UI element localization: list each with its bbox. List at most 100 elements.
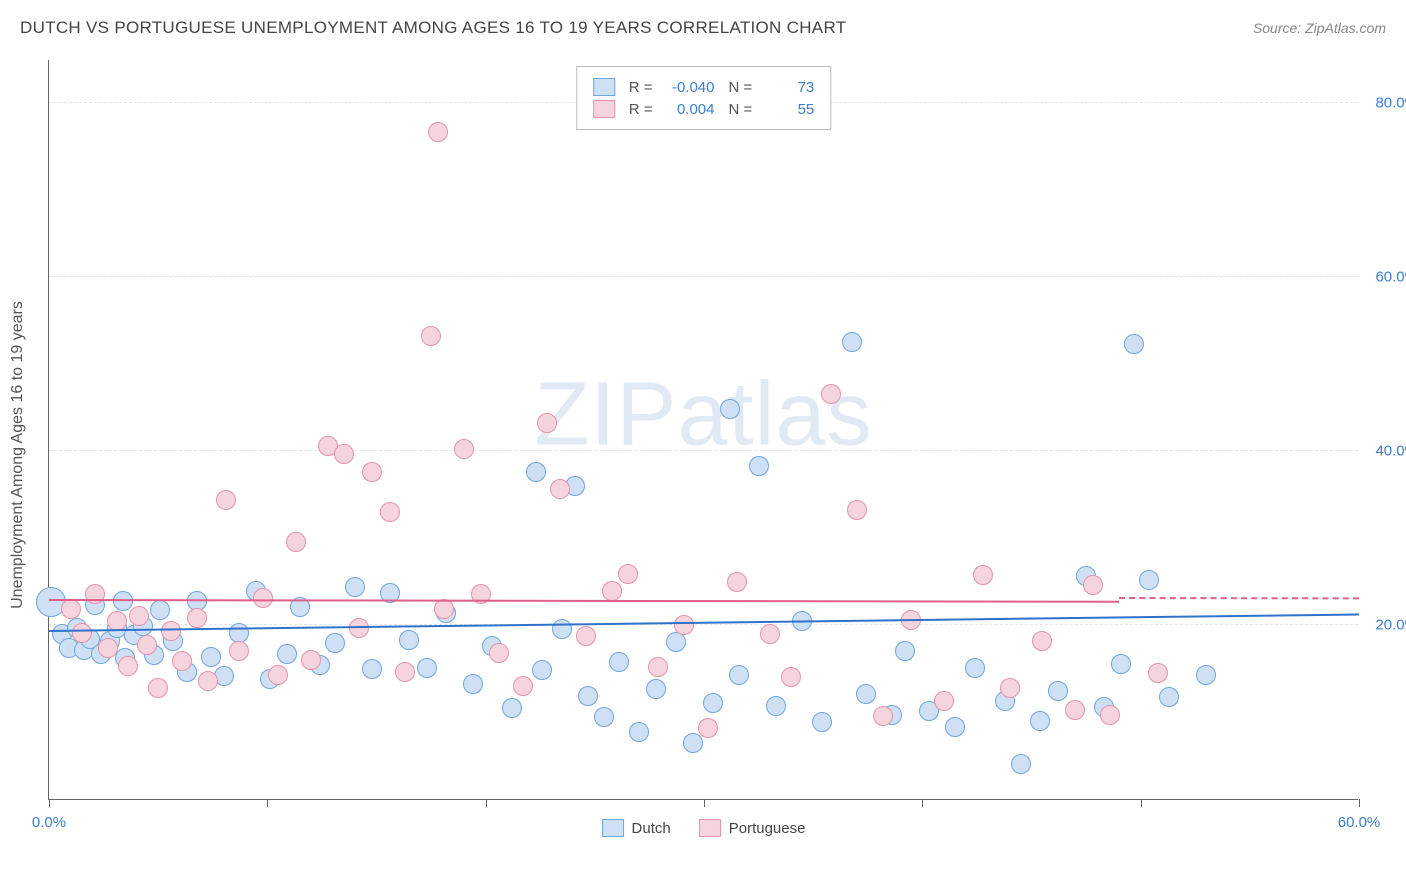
data-point-portuguese bbox=[334, 444, 354, 464]
data-point-portuguese bbox=[187, 608, 207, 628]
swatch-dutch bbox=[593, 78, 615, 96]
data-point-dutch bbox=[729, 665, 749, 685]
x-tick bbox=[486, 799, 487, 807]
data-point-portuguese bbox=[301, 650, 321, 670]
data-point-dutch bbox=[150, 600, 170, 620]
data-point-dutch bbox=[720, 399, 740, 419]
legend-label-dutch: Dutch bbox=[632, 820, 671, 837]
data-point-portuguese bbox=[349, 618, 369, 638]
data-point-dutch bbox=[609, 652, 629, 672]
data-point-portuguese bbox=[72, 623, 92, 643]
data-point-portuguese bbox=[253, 588, 273, 608]
data-point-dutch bbox=[229, 623, 249, 643]
correlation-legend: R = -0.040 N = 73 R = 0.004 N = 55 bbox=[576, 66, 832, 130]
trend-line bbox=[1119, 597, 1359, 599]
data-point-dutch bbox=[526, 462, 546, 482]
data-point-portuguese bbox=[118, 656, 138, 676]
data-point-dutch bbox=[1139, 570, 1159, 590]
data-point-dutch bbox=[578, 686, 598, 706]
data-point-portuguese bbox=[198, 671, 218, 691]
data-point-portuguese bbox=[576, 626, 596, 646]
data-point-portuguese bbox=[172, 651, 192, 671]
x-tick bbox=[49, 799, 50, 807]
legend-label-portuguese: Portuguese bbox=[729, 820, 806, 837]
x-tick-label: 60.0% bbox=[1338, 814, 1381, 831]
data-point-portuguese bbox=[1083, 575, 1103, 595]
data-point-portuguese bbox=[362, 462, 382, 482]
r-label: R = bbox=[629, 79, 653, 96]
data-point-portuguese bbox=[550, 479, 570, 499]
data-point-dutch bbox=[325, 633, 345, 653]
data-point-portuguese bbox=[161, 621, 181, 641]
data-point-dutch bbox=[417, 658, 437, 678]
y-tick-label: 40.0% bbox=[1375, 442, 1406, 459]
source-attribution: Source: ZipAtlas.com bbox=[1253, 20, 1386, 36]
data-point-dutch bbox=[945, 717, 965, 737]
trend-line bbox=[49, 599, 1119, 603]
data-point-dutch bbox=[749, 456, 769, 476]
plot-region: ZIPatlas R = -0.040 N = 73 R = 0.004 N =… bbox=[48, 60, 1358, 800]
data-point-dutch bbox=[812, 712, 832, 732]
data-point-dutch bbox=[856, 684, 876, 704]
data-point-dutch bbox=[895, 641, 915, 661]
x-tick bbox=[922, 799, 923, 807]
data-point-dutch bbox=[1030, 711, 1050, 731]
data-point-portuguese bbox=[674, 615, 694, 635]
data-point-dutch bbox=[1124, 334, 1144, 354]
data-point-portuguese bbox=[760, 624, 780, 644]
data-point-dutch bbox=[666, 632, 686, 652]
data-point-portuguese bbox=[380, 502, 400, 522]
title-bar: DUTCH VS PORTUGUESE UNEMPLOYMENT AMONG A… bbox=[0, 0, 1406, 46]
data-point-dutch bbox=[646, 679, 666, 699]
data-point-dutch bbox=[345, 577, 365, 597]
data-point-portuguese bbox=[216, 490, 236, 510]
data-point-portuguese bbox=[873, 706, 893, 726]
legend-row-dutch: R = -0.040 N = 73 bbox=[593, 76, 815, 98]
n-label: N = bbox=[729, 101, 753, 118]
data-point-portuguese bbox=[781, 667, 801, 687]
data-point-portuguese bbox=[434, 599, 454, 619]
y-tick-label: 60.0% bbox=[1375, 268, 1406, 285]
source-prefix: Source: bbox=[1253, 20, 1305, 36]
x-tick bbox=[1359, 799, 1360, 807]
data-point-portuguese bbox=[286, 532, 306, 552]
trend-line bbox=[49, 613, 1359, 632]
data-point-portuguese bbox=[648, 657, 668, 677]
swatch-dutch bbox=[602, 819, 624, 837]
data-point-portuguese bbox=[268, 665, 288, 685]
source-name: ZipAtlas.com bbox=[1305, 20, 1386, 36]
swatch-portuguese bbox=[699, 819, 721, 837]
data-point-dutch bbox=[399, 630, 419, 650]
data-point-portuguese bbox=[698, 718, 718, 738]
data-point-portuguese bbox=[537, 413, 557, 433]
data-point-portuguese bbox=[821, 384, 841, 404]
watermark-text: ZIPatlas bbox=[534, 363, 872, 466]
data-point-dutch bbox=[362, 659, 382, 679]
data-point-portuguese bbox=[1100, 705, 1120, 725]
data-point-portuguese bbox=[1000, 678, 1020, 698]
x-tick bbox=[267, 799, 268, 807]
data-point-dutch bbox=[502, 698, 522, 718]
data-point-dutch bbox=[1011, 754, 1031, 774]
n-value-portuguese: 55 bbox=[760, 101, 814, 118]
data-point-dutch bbox=[463, 674, 483, 694]
data-point-portuguese bbox=[1032, 631, 1052, 651]
y-tick-label: 80.0% bbox=[1375, 94, 1406, 111]
swatch-portuguese bbox=[593, 100, 615, 118]
data-point-portuguese bbox=[61, 599, 81, 619]
data-point-dutch bbox=[1196, 665, 1216, 685]
data-point-portuguese bbox=[602, 581, 622, 601]
chart-area: Unemployment Among Ages 16 to 19 years Z… bbox=[48, 60, 1388, 850]
data-point-dutch bbox=[1159, 687, 1179, 707]
data-point-dutch bbox=[703, 693, 723, 713]
data-point-portuguese bbox=[421, 326, 441, 346]
legend-row-portuguese: R = 0.004 N = 55 bbox=[593, 98, 815, 120]
data-point-dutch bbox=[842, 332, 862, 352]
data-point-dutch bbox=[277, 644, 297, 664]
data-point-dutch bbox=[201, 647, 221, 667]
gridline bbox=[49, 450, 1358, 451]
data-point-dutch bbox=[766, 696, 786, 716]
data-point-dutch bbox=[552, 619, 572, 639]
data-point-portuguese bbox=[229, 641, 249, 661]
data-point-portuguese bbox=[1148, 663, 1168, 683]
